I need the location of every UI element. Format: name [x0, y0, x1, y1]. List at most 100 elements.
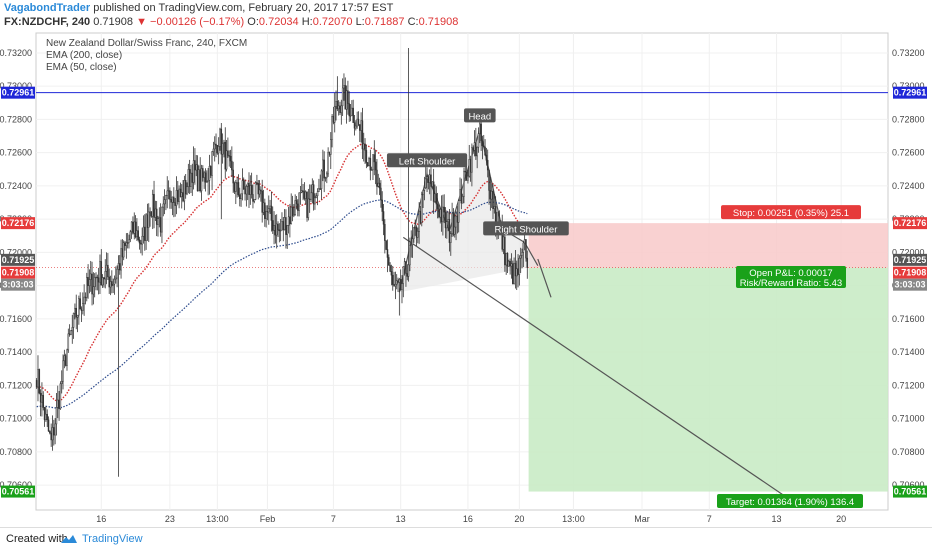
candle — [112, 278, 114, 294]
candle-body — [504, 236, 506, 266]
candle — [120, 239, 122, 279]
candle-body — [307, 198, 310, 218]
price-tag-left-bg — [1, 86, 35, 99]
candle-body — [236, 182, 238, 184]
candle-body — [233, 182, 236, 192]
author-link[interactable]: VagabondTrader — [4, 2, 91, 14]
countdown-left-text: 3:03:03 — [2, 280, 33, 290]
candle-body — [287, 216, 290, 226]
tradingview-brand-link[interactable]: TradingView — [82, 533, 143, 545]
candle — [456, 205, 459, 234]
candle — [339, 101, 341, 116]
candle-body — [355, 125, 357, 129]
candle-body — [380, 187, 382, 201]
candle-body — [146, 214, 149, 228]
candle-body — [293, 214, 295, 217]
candle — [451, 202, 453, 237]
candle-body — [319, 188, 321, 190]
y-tick-left: 0.72000 — [0, 247, 32, 257]
x-tick-label: 13:00 — [206, 514, 229, 524]
legend-ema50[interactable]: EMA (50, close) — [46, 62, 117, 73]
candle-body — [290, 206, 292, 224]
candle-body — [202, 168, 204, 178]
legend-ema200[interactable]: EMA (200, close) — [46, 50, 122, 61]
candle-body — [477, 133, 480, 148]
candle-body — [365, 150, 368, 163]
candle — [59, 381, 62, 410]
candle-body — [436, 203, 439, 209]
candle-body — [129, 231, 132, 241]
candle-body — [264, 202, 266, 219]
stop-label[interactable]: Stop: 0.00251 (0.35%) 25.1 — [721, 205, 861, 220]
candle — [186, 182, 188, 196]
price-tag-left-text: 0.71908 — [2, 268, 35, 278]
neckline[interactable] — [402, 236, 787, 498]
candle-body — [253, 199, 256, 202]
candle — [204, 168, 207, 192]
candle-body — [385, 240, 387, 250]
candle — [517, 254, 519, 288]
candle — [373, 140, 376, 176]
candle — [217, 137, 220, 165]
price-tag-right-bg — [893, 86, 927, 99]
candle — [93, 273, 96, 298]
candle — [388, 254, 390, 266]
left-shoulder-label-text: Left Shoulder — [399, 156, 456, 167]
candle-body — [165, 195, 167, 200]
candle-body — [472, 147, 474, 151]
left-shoulder-label[interactable]: Left Shoulder — [386, 153, 468, 168]
candle — [424, 166, 427, 189]
candle-body — [471, 147, 473, 173]
candle-body — [494, 206, 497, 223]
y-tick-right: 0.72800 — [892, 114, 925, 124]
candle — [522, 240, 525, 268]
candle — [431, 181, 434, 189]
candle — [258, 180, 261, 198]
candle — [167, 180, 170, 200]
candle — [484, 139, 486, 156]
candle — [105, 252, 108, 285]
candle-body — [195, 164, 197, 171]
candle-body — [104, 271, 106, 280]
candle-body — [359, 124, 361, 131]
candle-body — [67, 333, 70, 351]
target-label[interactable]: Target: 0.01364 (1.90%) 136.4 — [717, 494, 863, 508]
candle — [78, 295, 80, 325]
candle — [421, 191, 423, 227]
candle — [348, 91, 350, 122]
candle-body — [282, 221, 285, 231]
candle — [37, 355, 39, 402]
candle-body — [512, 263, 514, 284]
countdown-right-text: 3:03:03 — [894, 280, 925, 290]
candle — [469, 155, 472, 182]
candle — [418, 202, 420, 244]
candle — [236, 177, 238, 198]
price-chart[interactable]: Left Shoulder Head Right Shoulder Stop: 0.0… — [0, 0, 932, 527]
candle — [380, 180, 382, 208]
candle — [515, 260, 518, 291]
candle-body — [166, 190, 168, 196]
candle-body — [144, 226, 146, 241]
candle — [422, 189, 424, 208]
candle — [241, 168, 244, 201]
candle-body — [227, 150, 229, 156]
right-shoulder-label[interactable]: Right Shoulder — [483, 221, 569, 236]
candle — [370, 166, 373, 171]
price-tag-left: 0.72176 — [1, 217, 35, 230]
candle-body — [124, 242, 126, 246]
head-label[interactable]: Head — [464, 108, 496, 123]
candle — [80, 306, 83, 322]
candle-body — [78, 298, 80, 316]
candle — [188, 159, 191, 195]
legend-instrument: New Zealand Dollar/Swiss Franc, 240, FXC… — [46, 38, 247, 49]
symbol-label[interactable]: FX:NZDCHF, 240 — [4, 16, 91, 28]
candle — [436, 192, 439, 219]
candle — [320, 169, 323, 200]
candle-body — [526, 257, 529, 268]
candle-body — [444, 211, 447, 229]
price-tag-right-text: 0.72961 — [894, 88, 927, 98]
candle — [397, 277, 399, 292]
candle-body — [120, 248, 122, 271]
candle-body — [126, 242, 129, 244]
